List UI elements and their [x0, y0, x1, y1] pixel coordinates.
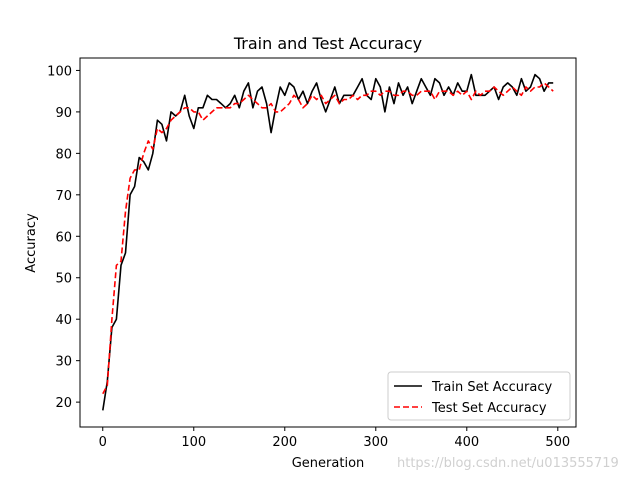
y-axis: 20 30 40 50 60 70 80 90 100 — [47, 64, 80, 411]
y-tick-label: 40 — [55, 313, 72, 328]
x-tick-label: 100 — [181, 435, 206, 450]
test-accuracy-line — [102, 82, 554, 395]
y-tick-label: 60 — [55, 230, 72, 245]
x-axis-title: Generation — [292, 456, 365, 471]
x-tick-label: 200 — [272, 435, 297, 450]
x-axis: 0 100 200 300 400 500 — [99, 427, 570, 450]
y-tick-label: 70 — [55, 189, 72, 204]
series-layer — [102, 73, 554, 411]
legend-label-test: Test Set Accuracy — [431, 401, 547, 416]
plot-area — [80, 58, 576, 427]
x-tick-label: 400 — [454, 435, 479, 450]
legend-label-train: Train Set Accuracy — [431, 380, 552, 395]
y-tick-label: 90 — [55, 106, 72, 121]
y-tick-label: 30 — [55, 355, 72, 370]
x-tick-label: 0 — [99, 435, 107, 450]
legend-box — [387, 371, 571, 421]
watermark-text: https://blog.csdn.net/u013555719 — [397, 456, 619, 471]
y-tick-label: 100 — [47, 64, 72, 79]
y-tick-label: 20 — [55, 396, 72, 411]
legend: Train Set Accuracy Test Set Accuracy — [387, 371, 571, 421]
y-tick-label: 80 — [55, 147, 72, 162]
plot-frame — [79, 57, 577, 428]
y-axis-title: Accuracy — [24, 213, 39, 273]
chart-title: Train and Test Accuracy — [233, 34, 422, 53]
x-tick-label: 500 — [545, 435, 570, 450]
x-tick-label: 300 — [363, 435, 388, 450]
y-tick-label: 50 — [55, 272, 72, 287]
